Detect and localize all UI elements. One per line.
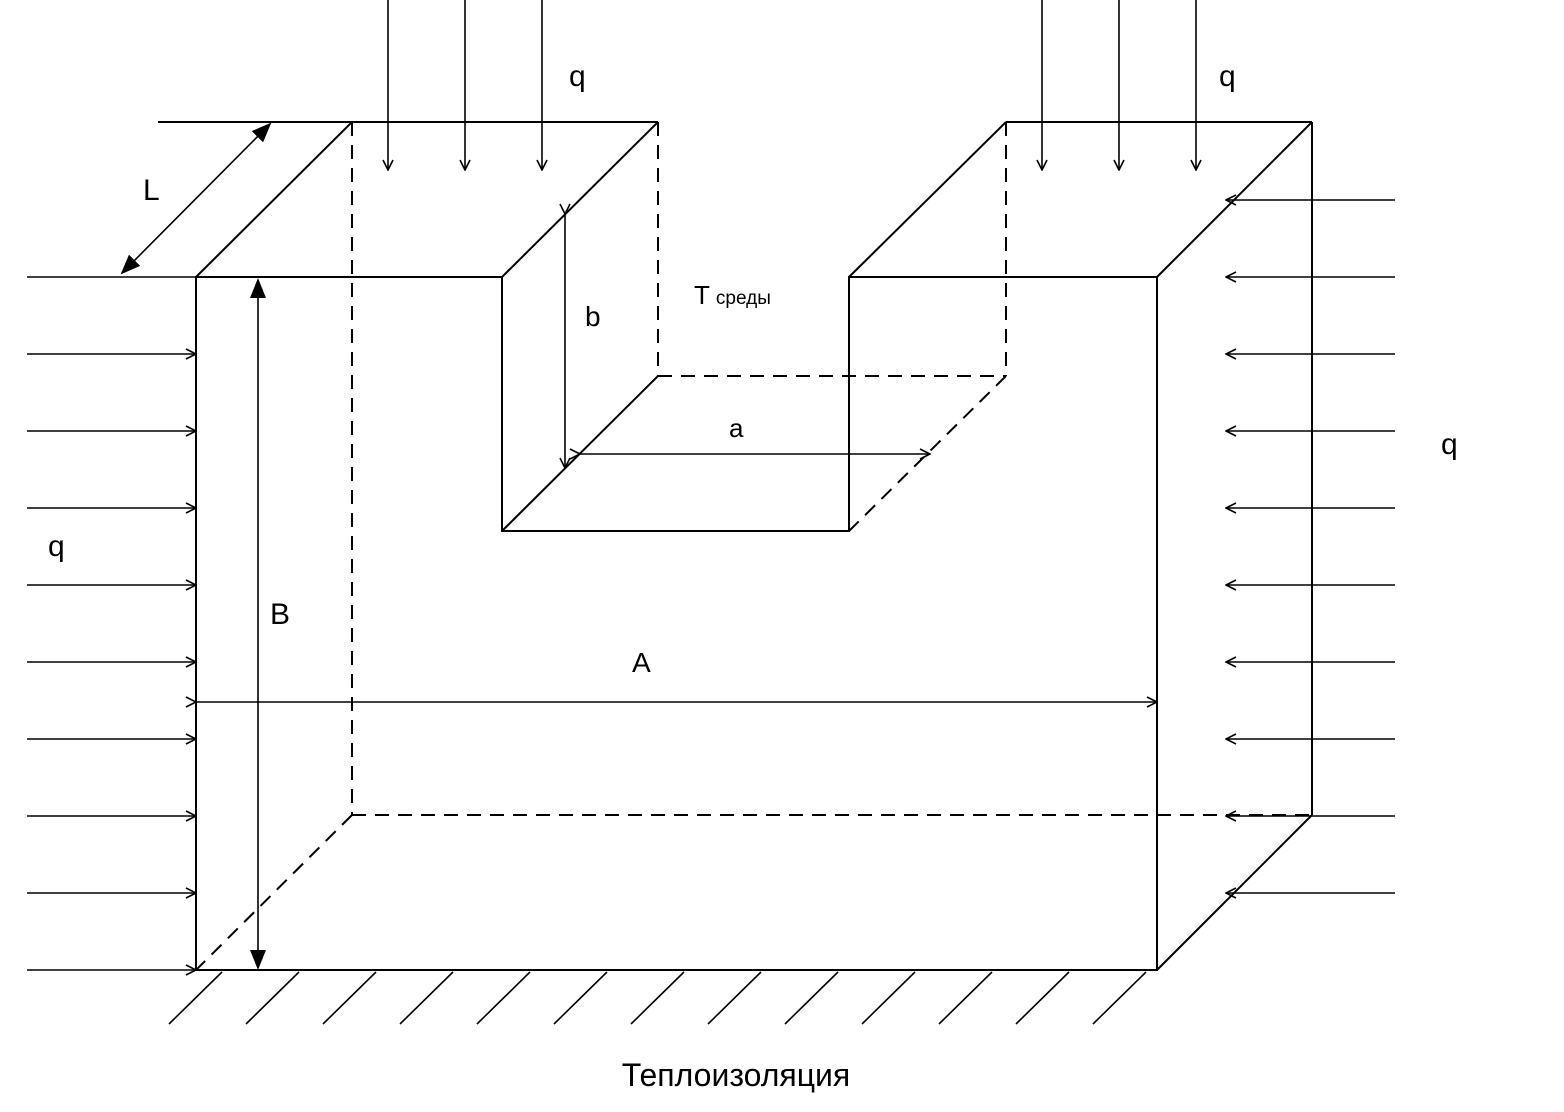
heat-flux-arrows-left <box>27 276 196 970</box>
dimension-label-A: A <box>632 647 651 678</box>
dimension-lines <box>120 122 1157 970</box>
environment-temperature-subscript: среды <box>716 288 771 309</box>
heat-flux-label-top-left: q <box>569 60 586 93</box>
dimension-label-a: a <box>729 413 744 443</box>
hidden-edges <box>195 122 1312 971</box>
heat-flux-label-left: q <box>48 530 65 563</box>
insulation-hatching <box>168 971 1147 1025</box>
body-outline <box>158 121 1313 971</box>
heat-flux-arrows-top-left <box>388 0 542 170</box>
dimension-label-B: B <box>270 598 290 631</box>
dimension-label-b: b <box>585 301 601 332</box>
dimension-label-L: L <box>143 174 160 207</box>
heat-flux-label-top-right: q <box>1219 60 1236 93</box>
heat-flux-label-right: q <box>1441 428 1458 461</box>
heat-flux-arrows-right <box>1226 200 1395 893</box>
heat-flux-arrows-top-right <box>1042 0 1196 170</box>
insulation-label: Теплоизоляция <box>622 1057 851 1093</box>
environment-temperature-symbol: T <box>694 280 710 310</box>
